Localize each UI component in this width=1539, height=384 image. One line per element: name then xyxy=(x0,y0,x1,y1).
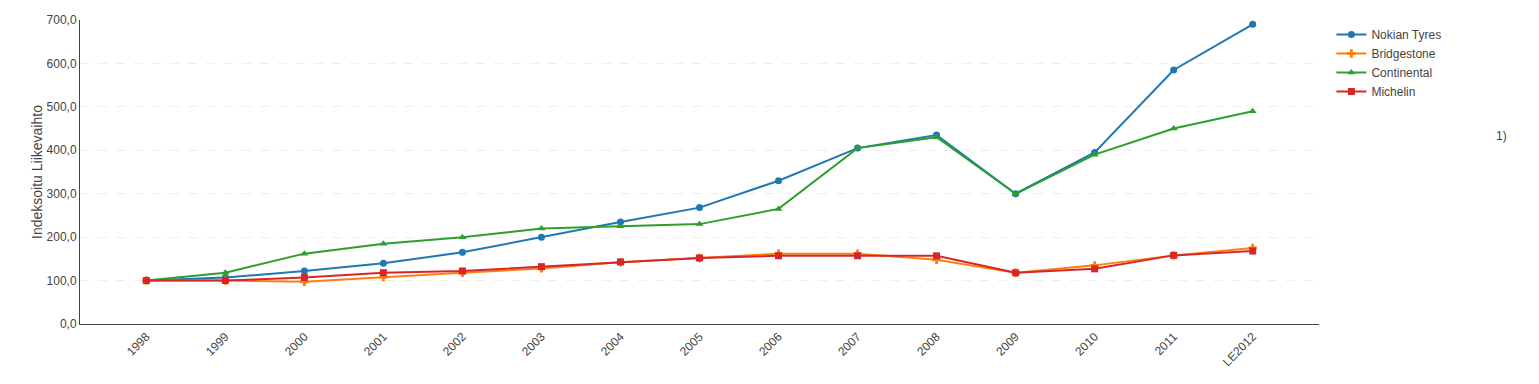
svg-text:2011: 2011 xyxy=(1152,330,1180,358)
svg-text:1998: 1998 xyxy=(124,330,153,359)
svg-text:0,0: 0,0 xyxy=(60,317,77,331)
svg-text:Indeksoitu Liikevaihto: Indeksoitu Liikevaihto xyxy=(29,105,45,239)
svg-text:2003: 2003 xyxy=(519,330,548,359)
svg-text:2009: 2009 xyxy=(993,330,1022,359)
svg-text:2002: 2002 xyxy=(440,330,469,359)
svg-text:700,0: 700,0 xyxy=(47,13,77,27)
svg-text:300,0: 300,0 xyxy=(47,187,77,201)
svg-text:Michelin: Michelin xyxy=(1371,85,1415,99)
svg-text:100,0: 100,0 xyxy=(47,274,77,288)
svg-text:2010: 2010 xyxy=(1072,330,1101,359)
svg-text:2007: 2007 xyxy=(835,330,864,359)
svg-text:Bridgestone: Bridgestone xyxy=(1371,47,1435,61)
svg-text:2001: 2001 xyxy=(361,330,390,359)
svg-text:2000: 2000 xyxy=(282,330,311,359)
svg-text:1): 1) xyxy=(1496,129,1507,143)
svg-text:2005: 2005 xyxy=(677,330,706,359)
svg-text:2008: 2008 xyxy=(914,330,943,359)
svg-text:2006: 2006 xyxy=(756,330,785,359)
svg-text:600,0: 600,0 xyxy=(47,57,77,71)
svg-text:Nokian Tyres: Nokian Tyres xyxy=(1371,28,1441,42)
svg-text:LE2012: LE2012 xyxy=(1220,330,1259,369)
svg-text:500,0: 500,0 xyxy=(47,100,77,114)
svg-text:1999: 1999 xyxy=(203,330,232,359)
svg-text:400,0: 400,0 xyxy=(47,143,77,157)
svg-text:2004: 2004 xyxy=(598,330,627,359)
svg-text:Continental: Continental xyxy=(1371,66,1432,80)
svg-text:200,0: 200,0 xyxy=(47,230,77,244)
